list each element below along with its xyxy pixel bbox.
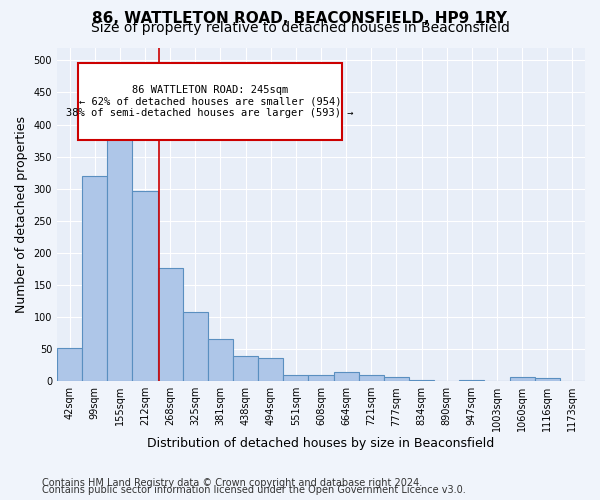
Bar (233, 356, 258, 381)
Y-axis label: Number of detached properties: Number of detached properties (15, 116, 28, 313)
Bar (535, 378, 560, 381)
Bar (158, 268, 183, 381)
Bar (409, 380, 434, 381)
Bar (258, 358, 283, 381)
Bar (133, 190, 158, 381)
Text: Size of property relative to detached houses in Beaconsfield: Size of property relative to detached ho… (91, 21, 509, 35)
Text: 86 WATTLETON ROAD: 245sqm
← 62% of detached houses are smaller (954)
38% of semi: 86 WATTLETON ROAD: 245sqm ← 62% of detac… (66, 84, 354, 118)
Text: 86, WATTLETON ROAD, BEACONSFIELD, HP9 1RY: 86, WATTLETON ROAD, BEACONSFIELD, HP9 1R… (92, 11, 508, 26)
Text: Contains HM Land Registry data © Crown copyright and database right 2024.: Contains HM Land Registry data © Crown c… (42, 478, 422, 488)
Bar (82, 176, 107, 381)
Bar (107, 122, 133, 381)
Bar (208, 340, 233, 381)
Bar (384, 378, 409, 381)
Bar (283, 375, 308, 381)
Bar (334, 372, 359, 381)
Text: Contains public sector information licensed under the Open Government Licence v3: Contains public sector information licen… (42, 485, 466, 495)
Bar (308, 376, 334, 381)
X-axis label: Distribution of detached houses by size in Beaconsfield: Distribution of detached houses by size … (148, 437, 494, 450)
Bar (183, 312, 208, 381)
Bar (57, 348, 82, 381)
Bar (509, 378, 535, 381)
Bar (459, 380, 484, 381)
Bar (359, 376, 384, 381)
